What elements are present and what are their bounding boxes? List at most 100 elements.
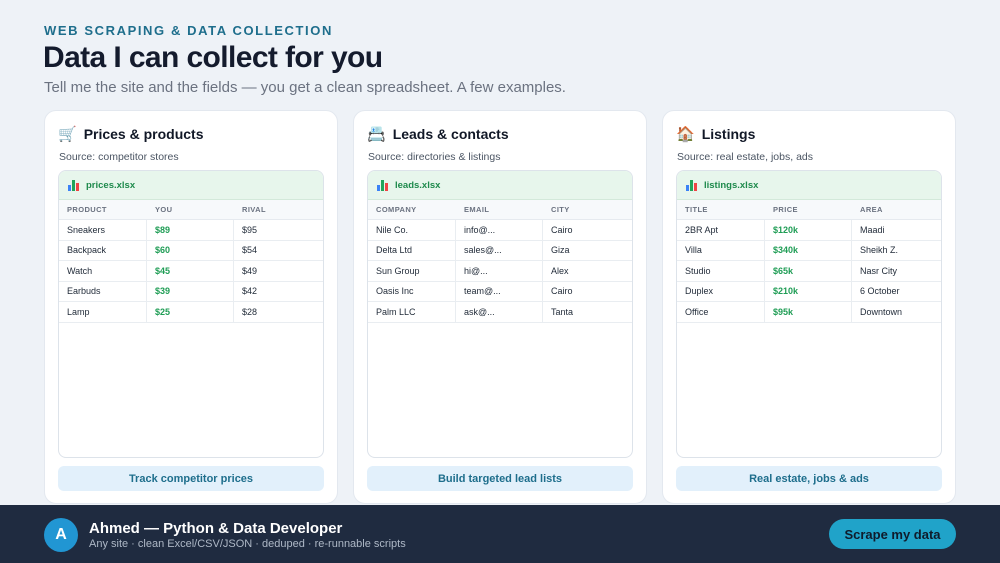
table-cell: Nasr City [860,265,898,276]
table-cell: Watch [59,261,147,281]
table-cell: Sheikh Z. [860,245,899,256]
table-row: Office $95k Downtown [677,302,941,323]
card-action-button[interactable]: Real estate, jobs & ads [676,466,942,491]
table-cell: Cairo [551,224,573,235]
table-cell: $45 [147,261,234,281]
table-cell: sales@... [456,240,543,260]
column-header: TITLE [685,205,708,214]
spreadsheet-preview: prices.xlsx PRODUCT YOU RIVAL Sneakers $89 $95… [58,170,324,458]
page-subtitle: Tell me the site and the fields — you ge… [44,79,566,96]
card-header: 📇 Leads & contacts [367,125,509,143]
table-cell: Tanta [551,306,574,317]
card-title: Listings [701,126,756,142]
footer-name: Ahmed — Python & Data Developer [89,520,343,537]
card-header: 🛒 Prices & products [58,125,204,143]
table-cell: team@... [456,281,543,301]
spreadsheet-preview: leads.xlsx COMPANY EMAIL CITY Nile Co. info@.… [367,170,633,458]
table-cell: Oasis Inc [368,281,456,301]
card-action-button[interactable]: Track competitor prices [58,466,324,491]
table-cell: Delta Ltd [368,240,456,260]
table-row: Backpack $60 $54 [59,240,323,261]
avatar: A [44,518,78,552]
bar-chart-icon [686,179,698,191]
table-row: Lamp $25 $28 [59,302,323,323]
file-name: listings.xlsx [704,179,759,191]
table-row: 2BR Apt $120k Maadi [677,220,941,241]
card-header: 🏠 Listings [676,125,755,143]
cart-icon: 🛒 [58,125,77,143]
column-header-row: COMPANY EMAIL CITY [368,200,632,220]
table-cell: Backpack [59,240,147,260]
table-cell: Downtown [860,306,903,317]
eyebrow-label: WEB SCRAPING & DATA COLLECTION [44,23,333,38]
table-cell: $39 [147,281,234,301]
table-cell: Alex [551,265,569,276]
column-header: COMPANY [376,205,417,214]
table-cell: Lamp [59,302,147,322]
table-row: Nile Co. info@... Cairo [368,220,632,241]
table-cell: Studio [677,261,765,281]
table-row: Duplex $210k 6 October [677,281,941,302]
table-cell: $65k [765,261,852,281]
table-cell: hi@... [456,261,543,281]
table-cell: Nile Co. [368,220,456,240]
table-row: Palm LLC ask@... Tanta [368,302,632,323]
card-title: Prices & products [83,126,204,142]
table-cell: $54 [242,245,258,256]
table-row: Earbuds $39 $42 [59,281,323,302]
column-header: PRICE [773,205,798,214]
table-cell: Cairo [551,286,573,297]
table-cell: Giza [551,245,570,256]
table-cell: Palm LLC [368,302,456,322]
spreadsheet-preview: listings.xlsx TITLE PRICE AREA 2BR Apt $120k M… [676,170,942,458]
sheet-header: prices.xlsx [59,171,323,200]
table-cell: $49 [242,265,258,276]
sheet-header: listings.xlsx [677,171,941,200]
card-title: Leads & contacts [392,126,509,142]
table-cell: $340k [765,240,852,260]
file-name: prices.xlsx [86,179,136,191]
card-leads-contacts: 📇 Leads & contacts Source: directories & l… [353,110,647,504]
table-cell: $210k [765,281,852,301]
column-header: PRODUCT [67,205,107,214]
file-name: leads.xlsx [395,179,441,191]
bar-chart-icon [377,179,389,191]
column-header: CITY [551,205,570,214]
table-row: Studio $65k Nasr City [677,261,941,282]
table-cell: Office [677,302,765,322]
table-cell: $89 [147,220,234,240]
cards-container: 🛒 Prices & products Source: competitor sto… [44,110,956,504]
table-cell: Earbuds [59,281,147,301]
bar-chart-icon [68,179,80,191]
table-cell: Sneakers [59,220,147,240]
table-cell: Sun Group [368,261,456,281]
card-action-button[interactable]: Build targeted lead lists [367,466,633,491]
page-title: Data I can collect for you [43,41,383,74]
table-cell: 2BR Apt [677,220,765,240]
table-cell: ask@... [456,302,543,322]
column-header: RIVAL [242,205,266,214]
table-row: Delta Ltd sales@... Giza [368,240,632,261]
table-row: Oasis Inc team@... Cairo [368,281,632,302]
column-header: YOU [155,205,173,214]
table-cell: $95k [765,302,852,322]
card-index-icon: 📇 [367,125,386,143]
column-header: EMAIL [464,205,490,214]
card-listings: 🏠 Listings Source: real estate, jobs, ads l… [662,110,956,504]
column-header-row: PRODUCT YOU RIVAL [59,200,323,220]
footer-tagline: Any site · clean Excel/CSV/JSON · dedupe… [89,538,406,550]
table-cell: $25 [147,302,234,322]
table-row: Sneakers $89 $95 [59,220,323,241]
card-source: Source: directories & listings [368,151,501,163]
table-cell: $95 [242,224,258,235]
table-cell: $42 [242,286,258,297]
scrape-my-data-button[interactable]: Scrape my data [829,519,956,549]
table-row: Watch $45 $49 [59,261,323,282]
card-prices-products: 🛒 Prices & products Source: competitor sto… [44,110,338,504]
table-row: Sun Group hi@... Alex [368,261,632,282]
table-cell: $120k [765,220,852,240]
footer-bar: A Ahmed — Python & Data Developer Any si… [0,505,1000,563]
table-row: Villa $340k Sheikh Z. [677,240,941,261]
house-icon: 🏠 [676,125,695,143]
table-cell: Duplex [677,281,765,301]
